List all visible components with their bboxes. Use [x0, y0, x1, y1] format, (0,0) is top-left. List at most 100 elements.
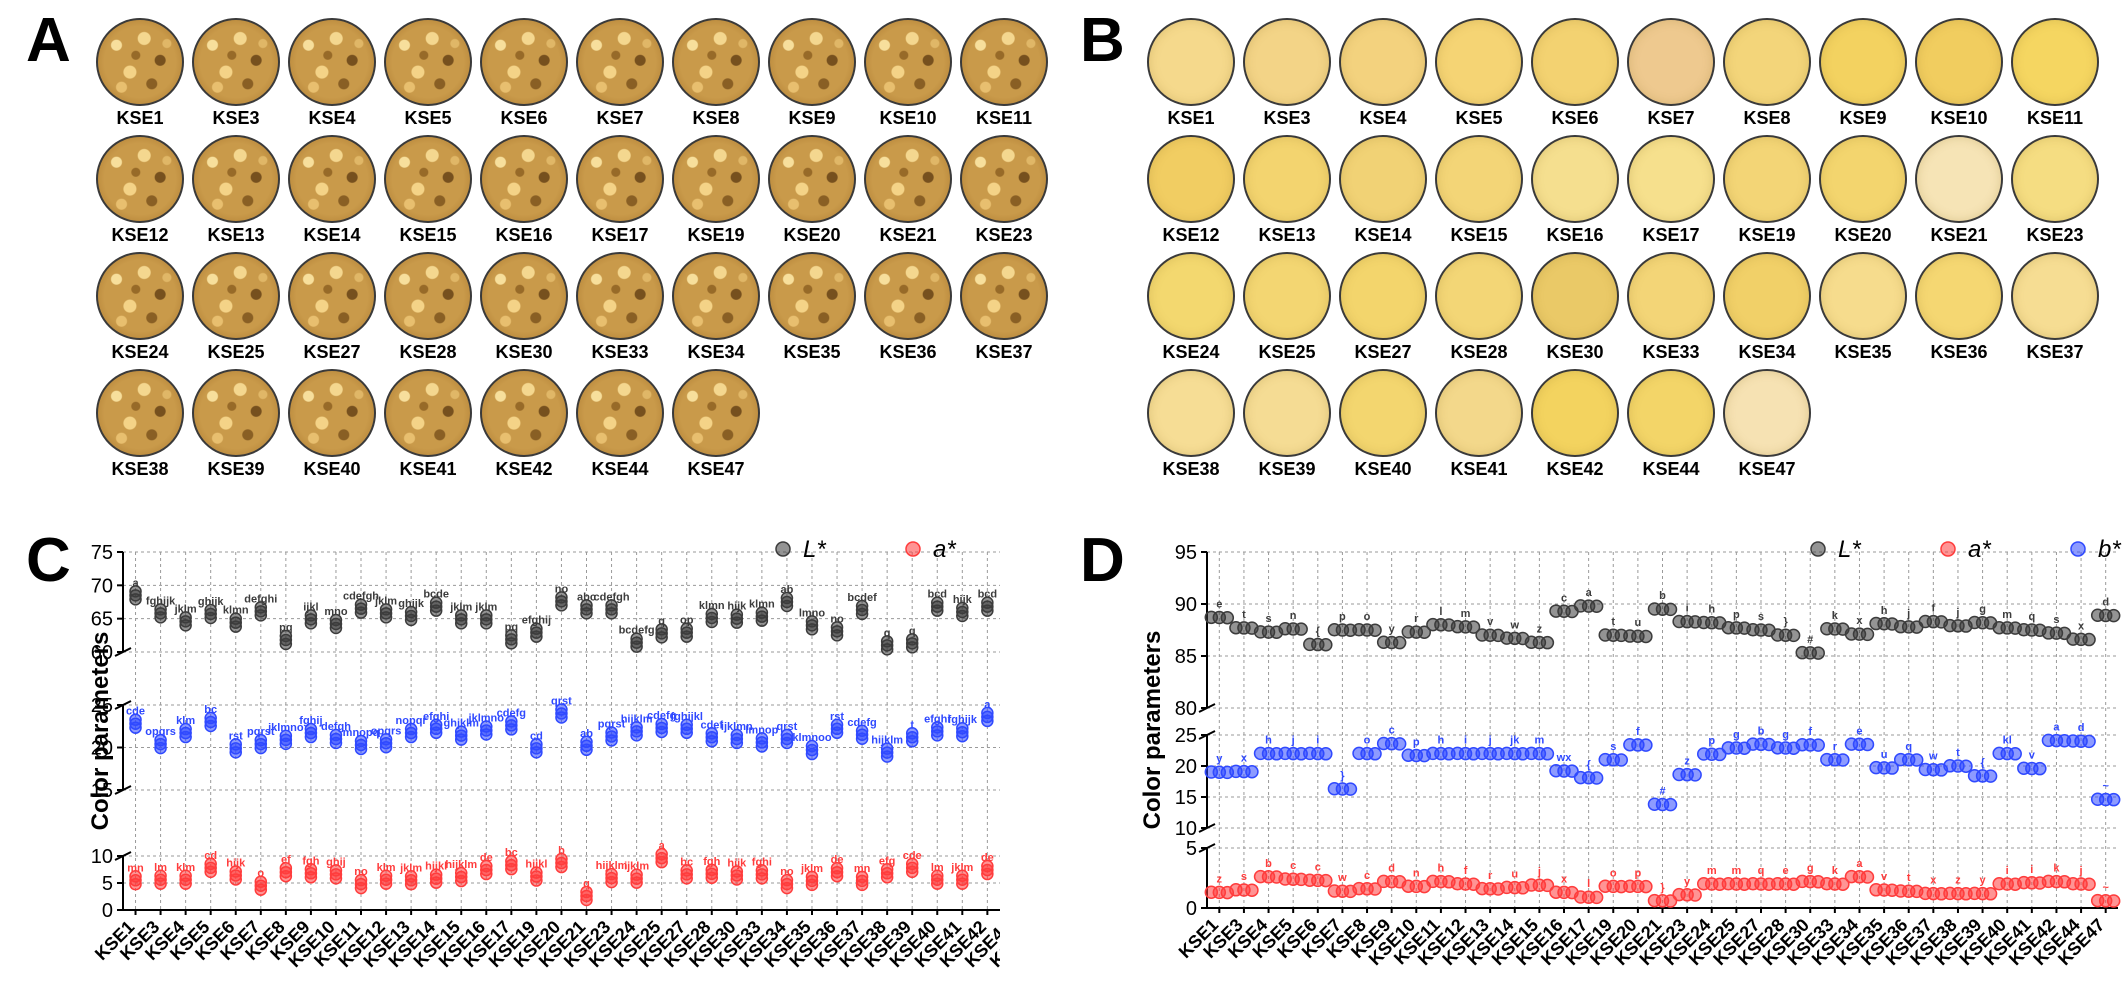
significance-label: hijklm — [445, 859, 477, 871]
grain-sample-cell: KSE36 — [860, 252, 956, 369]
significance-label: cdefgh — [343, 591, 379, 603]
significance-label: x — [1241, 753, 1248, 765]
significance-label: o — [1610, 867, 1617, 879]
significance-label: z — [1217, 873, 1223, 885]
flour-sample-cell: KSE47 — [1719, 369, 1815, 486]
grain-sample-label: KSE40 — [303, 459, 361, 479]
flour-sample-label: KSE7 — [1647, 108, 1695, 128]
significance-label: hijklm — [871, 735, 903, 747]
grain-sample-image — [384, 369, 472, 457]
data-point — [755, 614, 769, 627]
data-point — [505, 862, 518, 876]
significance-label: hijklm — [621, 713, 653, 725]
grain-sample-cell: KSE28 — [380, 252, 476, 369]
data-point — [454, 874, 468, 888]
grain-sample-label: KSE7 — [596, 108, 644, 128]
grain-sample-label: KSE25 — [207, 342, 265, 362]
grain-sample-label: KSE27 — [303, 342, 361, 362]
grain-sample-image — [768, 135, 856, 223]
flour-sample-cell: KSE12 — [1143, 135, 1239, 252]
significance-label: z — [1684, 756, 1690, 768]
panel-label-b: B — [1080, 6, 1125, 75]
data-point — [204, 865, 217, 879]
flour-sample-label: KSE21 — [1930, 225, 1988, 245]
data-point — [730, 616, 744, 629]
grain-sample-label: KSE16 — [495, 225, 553, 245]
grain-sample-label: KSE11 — [975, 108, 1033, 128]
significance-label: s — [1758, 611, 1764, 623]
grain-sample-cell: KSE47 — [668, 369, 764, 486]
grain-sample-cell: KSE7 — [572, 18, 668, 135]
significance-label: fghij — [299, 715, 322, 727]
flour-sample-label: KSE34 — [1738, 342, 1796, 362]
flour-sample-label: KSE10 — [1930, 108, 1988, 128]
data-point — [129, 593, 142, 606]
significance-label: de — [831, 854, 844, 866]
flour-sample-label: KSE16 — [1546, 225, 1604, 245]
significance-label: bc — [680, 856, 693, 868]
significance-label: hijklm — [596, 860, 628, 872]
data-point — [1368, 747, 1382, 761]
significance-label: p — [1708, 735, 1715, 747]
data-point — [354, 881, 368, 895]
flour-sample-cell: KSE17 — [1623, 135, 1719, 252]
flour-sample-label: KSE36 — [1930, 342, 1988, 362]
data-point — [404, 878, 418, 891]
significance-label: h — [1438, 863, 1445, 875]
grain-sample-image — [768, 252, 856, 340]
data-point — [981, 714, 994, 728]
grain-sample-image — [576, 252, 664, 340]
data-point — [680, 630, 693, 643]
data-point — [1663, 602, 1678, 617]
significance-label: g — [1807, 863, 1814, 875]
flour-sample-label: KSE12 — [1162, 225, 1220, 245]
panel-label-a: A — [26, 6, 71, 75]
data-point — [1688, 768, 1702, 782]
significance-label: p — [1635, 867, 1642, 879]
significance-label: jklm — [399, 862, 422, 874]
y-tick-label: 0 — [102, 900, 113, 922]
significance-label: z — [1955, 875, 1961, 887]
y-tick-label: 15 — [1175, 787, 1197, 809]
flour-sample-cell: KSE15 — [1431, 135, 1527, 252]
data-point — [1540, 878, 1555, 893]
data-point — [2106, 894, 2121, 908]
grain-sample-cell: KSE34 — [668, 252, 764, 369]
y-tick-label: 90 — [1175, 594, 1197, 616]
data-point — [2033, 761, 2047, 776]
flour-sample-cell: KSE24 — [1143, 252, 1239, 369]
significance-label: l — [1587, 878, 1590, 890]
flour-sample-cell: KSE20 — [1815, 135, 1911, 252]
significance-label: v — [1487, 616, 1494, 628]
flour-sample-label: KSE8 — [1743, 108, 1791, 128]
y-tick-label: 25 — [91, 695, 113, 717]
significance-label: z — [1537, 623, 1543, 635]
significance-label: lm — [931, 862, 944, 874]
significance-label: q — [909, 625, 916, 637]
flour-sample-image — [1243, 135, 1331, 223]
significance-label: d — [2102, 596, 2109, 608]
flour-sample-label: KSE19 — [1738, 225, 1796, 245]
data-point — [1319, 873, 1333, 888]
significance-label: m — [1535, 735, 1545, 747]
flour-sample-label: KSE30 — [1546, 342, 1604, 362]
flour-sample-label: KSE11 — [2026, 108, 2084, 128]
significance-label: efghi — [924, 713, 950, 725]
significance-label: jklm — [800, 863, 823, 875]
significance-label: c — [1389, 725, 1395, 737]
significance-label: no — [555, 583, 569, 595]
significance-label: fghijk — [146, 595, 176, 607]
data-point — [1417, 625, 1432, 640]
flour-sample-cell: KSE14 — [1335, 135, 1431, 252]
legend-label: L* — [1838, 536, 1861, 563]
grain-sample-label: KSE6 — [500, 108, 548, 128]
grain-sample-image — [96, 135, 184, 223]
significance-label: s — [1241, 871, 1247, 883]
significance-label: f — [1808, 726, 1812, 738]
grain-sample-image — [480, 135, 568, 223]
flour-sample-cell: KSE36 — [1911, 252, 2007, 369]
significance-label: jklm — [174, 603, 197, 615]
significance-label: ~ — [2102, 882, 2109, 894]
significance-label: ghijk — [198, 596, 225, 608]
significance-label: i — [2006, 865, 2009, 877]
